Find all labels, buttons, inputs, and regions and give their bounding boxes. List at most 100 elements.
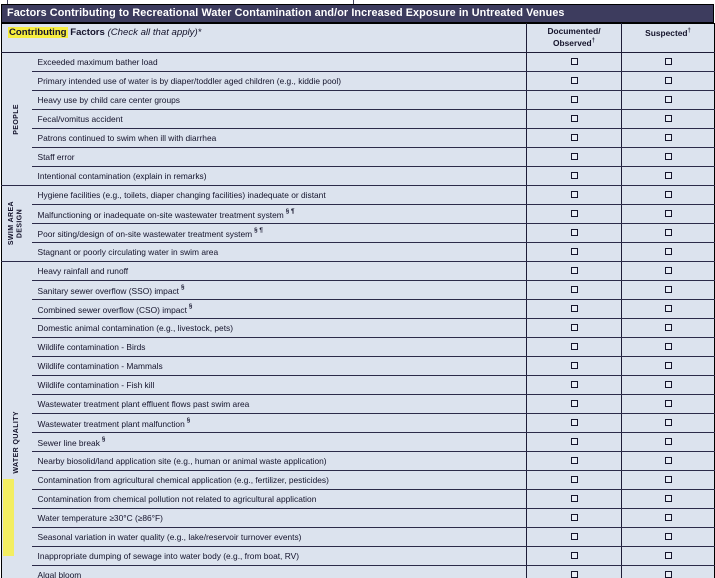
checkbox-documented[interactable] <box>570 343 578 351</box>
checkbox-documented[interactable] <box>570 210 578 218</box>
checkbox-suspected[interactable] <box>664 438 672 446</box>
table-row: Contamination from chemical pollution no… <box>2 489 715 509</box>
checkbox-documented[interactable] <box>570 115 578 123</box>
checkbox-documented-cell <box>526 508 622 528</box>
checkbox-suspected-cell <box>621 318 715 338</box>
table-row: Sanitary sewer overflow (SSO) impact § <box>2 280 715 300</box>
table-header-row: Contributing Factors (Check all that app… <box>1 23 715 53</box>
checkbox-suspected[interactable] <box>664 58 672 66</box>
factor-label: Inappropriate dumping of sewage into wat… <box>31 546 527 566</box>
factor-label: Sewer line break § <box>31 432 527 452</box>
checkbox-documented-cell <box>526 546 622 566</box>
checkbox-suspected[interactable] <box>664 229 672 237</box>
checkbox-documented[interactable] <box>570 476 578 484</box>
checkbox-suspected[interactable] <box>664 153 672 161</box>
table-row: Staff error <box>2 147 715 167</box>
checkbox-documented[interactable] <box>570 134 578 142</box>
checkbox-documented[interactable] <box>570 419 578 427</box>
checkbox-suspected-cell <box>621 109 715 129</box>
checkbox-documented[interactable] <box>570 552 578 560</box>
checkbox-suspected[interactable] <box>664 476 672 484</box>
group-label-swim: SWIM AREA DESIGN <box>8 201 24 246</box>
checkbox-suspected-cell <box>621 394 715 414</box>
checkbox-suspected[interactable] <box>664 400 672 408</box>
checkbox-suspected-cell <box>621 546 715 566</box>
checkbox-suspected[interactable] <box>664 172 672 180</box>
table-remnant-line <box>353 0 354 4</box>
checkbox-suspected[interactable] <box>664 210 672 218</box>
checkbox-suspected[interactable] <box>664 305 672 313</box>
checkbox-suspected-cell <box>621 413 715 433</box>
checkbox-suspected[interactable] <box>664 267 672 275</box>
column-header-documented: Documented/ Observed† <box>526 23 622 53</box>
table-row: Algal bloom <box>2 565 715 578</box>
checkbox-documented[interactable] <box>570 305 578 313</box>
checkbox-documented-cell <box>526 318 622 338</box>
checkbox-suspected[interactable] <box>664 248 672 256</box>
checkbox-suspected[interactable] <box>664 343 672 351</box>
checkbox-documented[interactable] <box>570 324 578 332</box>
table-row: Nearby biosolid/land application site (e… <box>2 451 715 471</box>
checkbox-documented[interactable] <box>570 286 578 294</box>
checkbox-documented[interactable] <box>570 571 578 578</box>
checkbox-documented[interactable] <box>570 77 578 85</box>
checkbox-documented-cell <box>526 565 622 578</box>
checkbox-suspected-cell <box>621 185 715 205</box>
checkbox-suspected[interactable] <box>664 96 672 104</box>
checkbox-suspected[interactable] <box>664 495 672 503</box>
footnote-reference: § <box>188 302 193 310</box>
checkbox-suspected[interactable] <box>664 134 672 142</box>
checkbox-documented[interactable] <box>570 362 578 370</box>
table-row: SWIM AREA DESIGN Hygiene facilities (e.g.… <box>1 185 715 262</box>
checkbox-documented-cell <box>526 413 622 433</box>
checkbox-documented[interactable] <box>570 191 578 199</box>
table-row: Combined sewer overflow (CSO) impact § <box>2 299 715 319</box>
checkbox-documented[interactable] <box>570 96 578 104</box>
checkbox-suspected-cell <box>621 204 715 224</box>
factor-label: Algal bloom <box>31 565 527 578</box>
footnote-reference: § <box>101 435 106 443</box>
checkbox-suspected[interactable] <box>664 286 672 294</box>
checkbox-documented[interactable] <box>570 153 578 161</box>
checkbox-documented-cell <box>526 299 622 319</box>
table-row: Stagnant or poorly circulating water in … <box>2 242 715 262</box>
checkbox-documented[interactable] <box>570 381 578 389</box>
checkbox-documented[interactable] <box>570 58 578 66</box>
checkbox-suspected[interactable] <box>664 552 672 560</box>
checkbox-suspected[interactable] <box>664 571 672 578</box>
checkbox-documented[interactable] <box>570 495 578 503</box>
checkbox-suspected[interactable] <box>664 381 672 389</box>
checkbox-suspected[interactable] <box>664 362 672 370</box>
checkbox-suspected[interactable] <box>664 457 672 465</box>
factor-label: Heavy use by child care center groups <box>31 90 527 110</box>
checkbox-suspected-cell <box>621 432 715 452</box>
factor-label: Wildlife contamination - Birds <box>31 337 527 357</box>
checkbox-suspected[interactable] <box>664 419 672 427</box>
checkbox-documented[interactable] <box>570 457 578 465</box>
factors-table: Contributing Factors (Check all that app… <box>1 23 715 578</box>
checkbox-suspected[interactable] <box>664 191 672 199</box>
checkbox-suspected-cell <box>621 356 715 376</box>
column-header-suspected: Suspected† <box>621 23 715 53</box>
checkbox-documented[interactable] <box>570 229 578 237</box>
checkbox-documented[interactable] <box>570 172 578 180</box>
checkbox-documented[interactable] <box>570 533 578 541</box>
checkbox-documented-cell <box>526 375 622 395</box>
checkbox-suspected[interactable] <box>664 324 672 332</box>
factor-label: Staff error <box>31 147 527 167</box>
factor-label: Domestic animal contamination (e.g., liv… <box>31 318 527 338</box>
checkbox-documented[interactable] <box>570 438 578 446</box>
factor-label: Combined sewer overflow (CSO) impact § <box>31 299 527 319</box>
checkbox-suspected[interactable] <box>664 514 672 522</box>
checkbox-suspected-cell <box>621 223 715 243</box>
table-row: Seasonal variation in water quality (e.g… <box>2 527 715 547</box>
checkbox-documented[interactable] <box>570 267 578 275</box>
checkbox-suspected[interactable] <box>664 115 672 123</box>
checkbox-documented[interactable] <box>570 400 578 408</box>
group-label-water: WATER QUALITY <box>12 410 20 474</box>
checkbox-suspected[interactable] <box>664 77 672 85</box>
checkbox-documented-cell <box>526 223 622 243</box>
checkbox-documented[interactable] <box>570 514 578 522</box>
checkbox-documented[interactable] <box>570 248 578 256</box>
checkbox-suspected[interactable] <box>664 533 672 541</box>
